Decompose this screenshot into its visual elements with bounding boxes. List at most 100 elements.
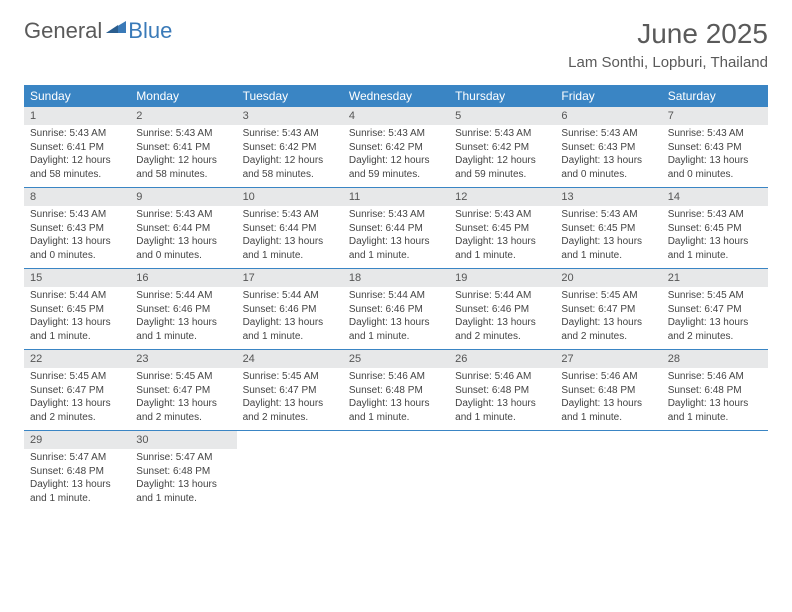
day-number: 10 — [237, 188, 343, 206]
day-number: 19 — [449, 269, 555, 287]
day-cell: 2 Sunrise: 5:43 AMSunset: 6:41 PMDaylight… — [130, 107, 236, 187]
header: General Blue June 2025 Lam Sonthi, Lopbu… — [0, 0, 792, 77]
day-body: Sunrise: 5:43 AMSunset: 6:43 PMDaylight:… — [555, 125, 661, 187]
daylight-line: Daylight: 13 hours and 1 minute. — [455, 397, 549, 424]
day-cell — [662, 431, 768, 511]
day-number: 13 — [555, 188, 661, 206]
day-cell: 22Sunrise: 5:45 AMSunset: 6:47 PMDayligh… — [24, 350, 130, 430]
daylight-line: Daylight: 13 hours and 1 minute. — [668, 235, 762, 262]
daylight-line: Daylight: 12 hours and 59 minutes. — [455, 154, 549, 181]
day-number: 29 — [24, 431, 130, 449]
sunset-line: Sunset: 6:41 PM — [30, 141, 124, 155]
sunset-line: Sunset: 6:47 PM — [561, 303, 655, 317]
daylight-line: Daylight: 12 hours and 58 minutes. — [136, 154, 230, 181]
sunset-line: Sunset: 6:48 PM — [349, 384, 443, 398]
day-cell — [555, 431, 661, 511]
sunrise-line: Sunrise: 5:43 AM — [30, 127, 124, 141]
day-body: Sunrise: 5:44 AMSunset: 6:46 PMDaylight:… — [343, 287, 449, 349]
day-cell: 7Sunrise: 5:43 AMSunset: 6:43 PMDaylight… — [662, 107, 768, 187]
sunrise-line: Sunrise: 5:46 AM — [349, 370, 443, 384]
daylight-line: Daylight: 13 hours and 1 minute. — [668, 397, 762, 424]
month-title: June 2025 — [568, 18, 768, 50]
weekday-header: Wednesday — [343, 85, 449, 107]
day-body: Sunrise: 5:43 AMSunset: 6:44 PMDaylight:… — [130, 206, 236, 268]
daylight-line: Daylight: 13 hours and 0 minutes. — [30, 235, 124, 262]
sunrise-line: Sunrise: 5:43 AM — [455, 208, 549, 222]
day-body: Sunrise: 5:43 AMSunset: 6:43 PMDaylight:… — [662, 125, 768, 187]
calendar: SundayMondayTuesdayWednesdayThursdayFrid… — [0, 77, 792, 511]
day-cell: 5Sunrise: 5:43 AMSunset: 6:42 PMDaylight… — [449, 107, 555, 187]
week-row: 15Sunrise: 5:44 AMSunset: 6:45 PMDayligh… — [24, 268, 768, 349]
daylight-line: Daylight: 13 hours and 1 minute. — [455, 235, 549, 262]
sunset-line: Sunset: 6:43 PM — [561, 141, 655, 155]
day-cell: 6Sunrise: 5:43 AMSunset: 6:43 PMDaylight… — [555, 107, 661, 187]
daylight-line: Daylight: 13 hours and 0 minutes. — [136, 235, 230, 262]
day-number: 14 — [662, 188, 768, 206]
day-body: Sunrise: 5:47 AMSunset: 6:48 PMDaylight:… — [130, 449, 236, 511]
sunrise-line: Sunrise: 5:45 AM — [561, 289, 655, 303]
sunrise-line: Sunrise: 5:43 AM — [349, 208, 443, 222]
sunrise-line: Sunrise: 5:44 AM — [349, 289, 443, 303]
day-body: Sunrise: 5:43 AMSunset: 6:42 PMDaylight:… — [449, 125, 555, 187]
daylight-line: Daylight: 13 hours and 1 minute. — [349, 235, 443, 262]
sunset-line: Sunset: 6:48 PM — [30, 465, 124, 479]
sunset-line: Sunset: 6:45 PM — [30, 303, 124, 317]
sunrise-line: Sunrise: 5:45 AM — [136, 370, 230, 384]
day-number: 21 — [662, 269, 768, 287]
day-number-empty — [662, 431, 768, 449]
daylight-line: Daylight: 13 hours and 1 minute. — [349, 316, 443, 343]
sunset-line: Sunset: 6:44 PM — [349, 222, 443, 236]
day-number: 25 — [343, 350, 449, 368]
day-number: 6 — [555, 107, 661, 125]
day-body: Sunrise: 5:46 AMSunset: 6:48 PMDaylight:… — [343, 368, 449, 430]
day-body: Sunrise: 5:45 AMSunset: 6:47 PMDaylight:… — [24, 368, 130, 430]
daylight-line: Daylight: 13 hours and 0 minutes. — [668, 154, 762, 181]
daylight-line: Daylight: 13 hours and 1 minute. — [349, 397, 443, 424]
day-body: Sunrise: 5:43 AMSunset: 6:45 PMDaylight:… — [555, 206, 661, 268]
logo: General Blue — [24, 18, 172, 44]
day-cell: 15Sunrise: 5:44 AMSunset: 6:45 PMDayligh… — [24, 269, 130, 349]
day-cell: 24Sunrise: 5:45 AMSunset: 6:47 PMDayligh… — [237, 350, 343, 430]
week-row: 22Sunrise: 5:45 AMSunset: 6:47 PMDayligh… — [24, 349, 768, 430]
day-number: 2 — [130, 107, 236, 125]
sunrise-line: Sunrise: 5:46 AM — [561, 370, 655, 384]
daylight-line: Daylight: 13 hours and 2 minutes. — [243, 397, 337, 424]
daylight-line: Daylight: 13 hours and 2 minutes. — [136, 397, 230, 424]
sunset-line: Sunset: 6:43 PM — [668, 141, 762, 155]
day-body: Sunrise: 5:43 AMSunset: 6:45 PMDaylight:… — [662, 206, 768, 268]
day-cell: 14Sunrise: 5:43 AMSunset: 6:45 PMDayligh… — [662, 188, 768, 268]
daylight-line: Daylight: 13 hours and 0 minutes. — [561, 154, 655, 181]
day-number-empty — [449, 431, 555, 449]
daylight-line: Daylight: 13 hours and 1 minute. — [561, 235, 655, 262]
day-cell: 21Sunrise: 5:45 AMSunset: 6:47 PMDayligh… — [662, 269, 768, 349]
sunset-line: Sunset: 6:45 PM — [455, 222, 549, 236]
day-number: 3 — [237, 107, 343, 125]
day-cell: 16Sunrise: 5:44 AMSunset: 6:46 PMDayligh… — [130, 269, 236, 349]
sunrise-line: Sunrise: 5:43 AM — [349, 127, 443, 141]
day-body: Sunrise: 5:43 AMSunset: 6:41 PMDaylight:… — [24, 125, 130, 187]
day-body: Sunrise: 5:46 AMSunset: 6:48 PMDaylight:… — [449, 368, 555, 430]
day-number-empty — [343, 431, 449, 449]
weekday-header: Friday — [555, 85, 661, 107]
day-number: 8 — [24, 188, 130, 206]
day-cell: 30Sunrise: 5:47 AMSunset: 6:48 PMDayligh… — [130, 431, 236, 511]
day-number-empty — [555, 431, 661, 449]
sunset-line: Sunset: 6:46 PM — [136, 303, 230, 317]
daylight-line: Daylight: 13 hours and 2 minutes. — [30, 397, 124, 424]
day-body: Sunrise: 5:44 AMSunset: 6:45 PMDaylight:… — [24, 287, 130, 349]
weekday-header: Sunday — [24, 85, 130, 107]
sunset-line: Sunset: 6:41 PM — [136, 141, 230, 155]
day-number: 24 — [237, 350, 343, 368]
day-cell: 10Sunrise: 5:43 AMSunset: 6:44 PMDayligh… — [237, 188, 343, 268]
day-number: 22 — [24, 350, 130, 368]
sunrise-line: Sunrise: 5:43 AM — [136, 127, 230, 141]
daylight-line: Daylight: 13 hours and 1 minute. — [561, 397, 655, 424]
daylight-line: Daylight: 13 hours and 2 minutes. — [668, 316, 762, 343]
day-number: 23 — [130, 350, 236, 368]
sunset-line: Sunset: 6:45 PM — [668, 222, 762, 236]
day-number: 26 — [449, 350, 555, 368]
sunrise-line: Sunrise: 5:43 AM — [243, 208, 337, 222]
sunset-line: Sunset: 6:46 PM — [455, 303, 549, 317]
sunset-line: Sunset: 6:44 PM — [243, 222, 337, 236]
sunrise-line: Sunrise: 5:43 AM — [455, 127, 549, 141]
